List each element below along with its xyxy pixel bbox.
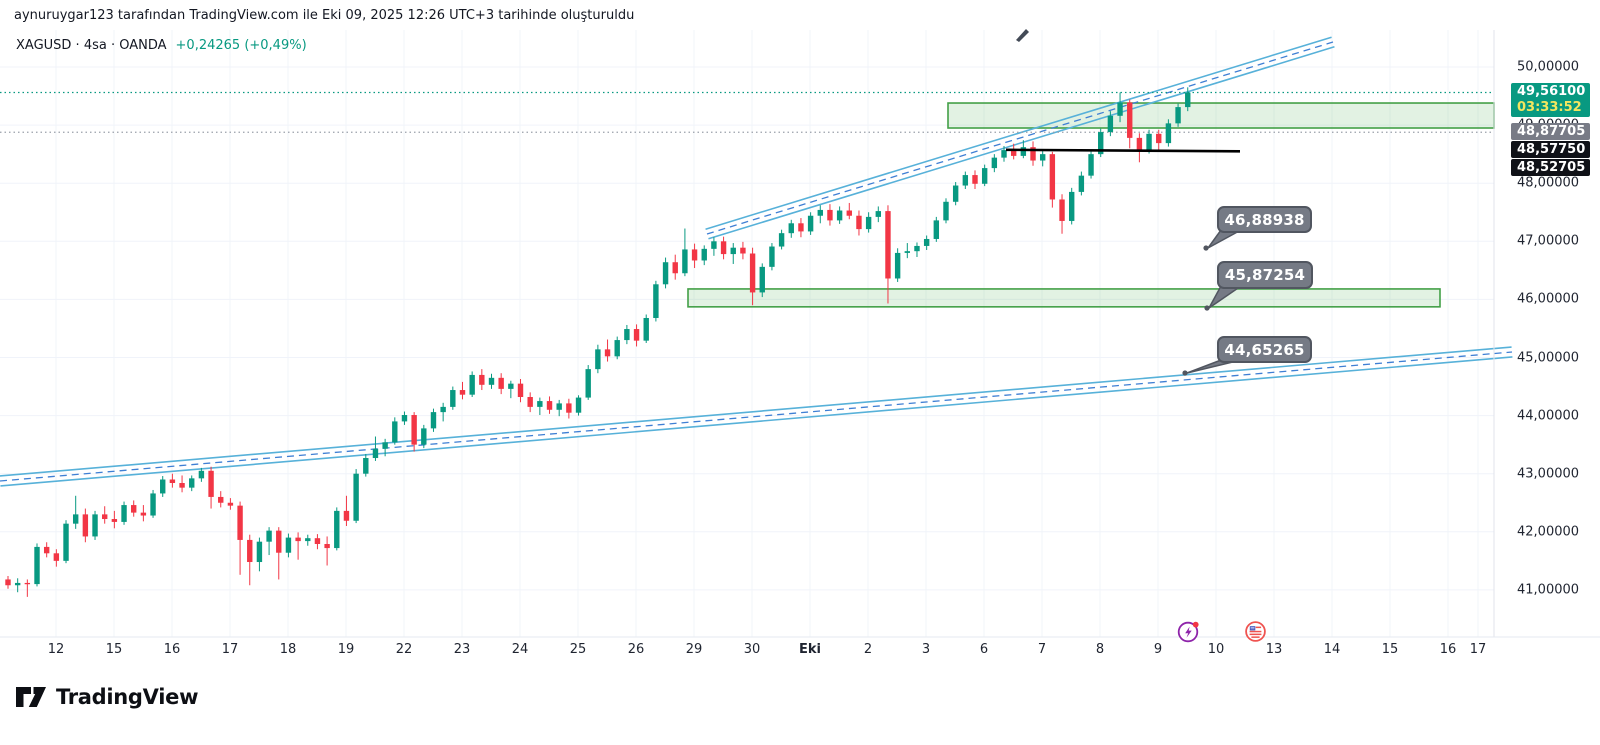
price-callout[interactable]: 44,65265 (1217, 336, 1312, 363)
time-tick-label: 16 (163, 642, 181, 657)
tool-price-badge: 48,87705 (1511, 123, 1590, 140)
time-tick-label: 25 (569, 642, 587, 657)
trendline-price-badge-2: 48,52705 (1511, 158, 1590, 176)
time-tick-label: 14 (1323, 642, 1341, 657)
time-tick-label: 29 (685, 642, 703, 657)
zone-rect (687, 288, 1441, 308)
time-tick-label: 7 (1037, 642, 1047, 657)
price-tick-label: 41,00000 (1517, 582, 1580, 598)
pencil-cursor-icon (1016, 29, 1029, 42)
lightning-event-icon[interactable] (1176, 619, 1201, 644)
current-price-badge: 49,56100 03:33:52 (1511, 83, 1590, 117)
price-tick-label: 46,00000 (1517, 291, 1580, 307)
price-callout[interactable]: 45,87254 (1217, 261, 1313, 289)
us-flag-event-icon[interactable] (1243, 619, 1268, 644)
time-tick-label: 10 (1207, 642, 1225, 657)
time-tick-label: 26 (627, 642, 645, 657)
trendline-price-badge: 48,57750 (1511, 141, 1590, 158)
time-tick-label: 30 (743, 642, 761, 657)
time-tick-label: 8 (1095, 642, 1105, 657)
price-tick-label: 43,00000 (1517, 466, 1580, 482)
time-tick-label: 13 (1265, 642, 1283, 657)
time-tick-label: 17 (1469, 642, 1487, 657)
time-tick-label: 23 (453, 642, 471, 657)
price-change: +0,24265 (+0,49%) (175, 38, 307, 53)
price-tick-label: 44,00000 (1517, 408, 1580, 424)
time-tick-label: 3 (921, 642, 931, 657)
time-tick-label: 24 (511, 642, 529, 657)
attribution-text: aynuruygar123 tarafından TradingView.com… (14, 8, 635, 23)
time-tick-label: 6 (979, 642, 989, 657)
time-tick-label: 12 (47, 642, 65, 657)
price-axis[interactable]: 50,0000049,0000048,0000047,0000046,00000… (1494, 30, 1600, 637)
price-tick-label: 42,00000 (1517, 524, 1580, 540)
tradingview-logo-mark (16, 687, 46, 707)
time-tick-label: 18 (279, 642, 297, 657)
time-tick-label: 9 (1153, 642, 1163, 657)
time-tick-label: 17 (221, 642, 239, 657)
price-tick-label: 47,00000 (1517, 233, 1580, 249)
price-callout[interactable]: 46,88938 (1217, 206, 1312, 233)
zone-rect (947, 102, 1495, 129)
time-axis[interactable]: 12 15 16 17 18 19 22 23 24 25 26 29 30 Eki 2 3 6 7 8 9 10 13 1… (0, 637, 1494, 667)
bar-countdown: 03:33:52 (1517, 100, 1582, 115)
tradingview-logo-text: TradingView (56, 685, 199, 709)
price-tick-label: 48,00000 (1517, 175, 1580, 191)
price-tick-label: 50,00000 (1517, 59, 1580, 75)
time-tick-label: Eki (799, 642, 821, 657)
price-tick-label: 45,00000 (1517, 350, 1580, 365)
symbol-title[interactable]: XAGUSD · 4sa · OANDA (16, 38, 167, 53)
tradingview-logo[interactable]: TradingView (14, 683, 198, 711)
time-tick-label: 15 (1381, 642, 1399, 657)
time-tick-label: 22 (395, 642, 413, 657)
time-tick-label: 2 (863, 642, 873, 657)
symbol-legend[interactable]: XAGUSD · 4sa · OANDA +0,24265 (+0,49%) (16, 38, 307, 53)
current-price-value: 49,56100 (1517, 84, 1586, 99)
time-tick-label: 19 (337, 642, 355, 657)
time-tick-label: 15 (105, 642, 123, 657)
time-tick-label: 16 (1439, 642, 1457, 657)
